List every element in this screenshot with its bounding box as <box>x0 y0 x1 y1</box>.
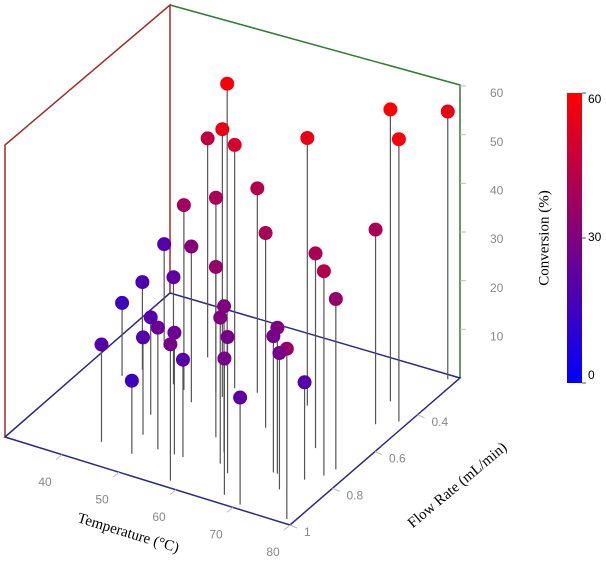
point <box>150 320 165 335</box>
point <box>213 310 228 325</box>
colorbar-title: Conversion (%) <box>536 190 552 285</box>
point <box>166 270 181 285</box>
point <box>258 226 273 241</box>
y-tick-label: 1 <box>304 525 311 539</box>
point <box>220 330 235 345</box>
x-tick-label: 60 <box>152 510 166 524</box>
y-tick <box>332 487 340 492</box>
point <box>297 375 312 390</box>
z-tick-label: 20 <box>490 281 504 295</box>
point <box>135 275 150 290</box>
point <box>220 76 235 91</box>
point <box>233 390 248 405</box>
point <box>157 237 172 252</box>
y-tick-label: 0.4 <box>432 415 449 429</box>
x-tick-label: 80 <box>266 545 280 559</box>
point <box>184 239 199 254</box>
point <box>175 352 190 367</box>
point <box>208 259 223 274</box>
colorbar <box>567 93 582 383</box>
point <box>167 325 182 340</box>
z-tick-label: 50 <box>490 135 504 149</box>
point <box>328 291 343 306</box>
x-tick <box>112 471 120 478</box>
point <box>124 373 139 388</box>
left-wall <box>4 3 171 437</box>
point <box>272 346 287 361</box>
point <box>217 351 232 366</box>
x-tick-label: 40 <box>38 475 52 489</box>
y-tick <box>289 524 298 529</box>
x-tick-label: 50 <box>95 492 109 506</box>
y-tick <box>374 451 383 455</box>
z-tick-label: 30 <box>490 232 504 246</box>
point <box>217 299 232 314</box>
floor <box>3 292 462 526</box>
x-tick <box>226 507 234 513</box>
point <box>391 132 406 147</box>
point <box>208 190 223 205</box>
point <box>227 137 242 152</box>
point <box>136 330 150 345</box>
x-tick <box>55 454 63 460</box>
point <box>215 122 230 137</box>
z-tick-label: 60 <box>490 86 504 100</box>
colorbar-tick-label: 60 <box>588 92 602 106</box>
point <box>383 102 398 117</box>
point <box>200 131 215 146</box>
y-tick-label: 0.6 <box>389 452 406 466</box>
y-tick-label: 0.8 <box>347 488 364 502</box>
z-tick-label: 40 <box>490 184 504 198</box>
point <box>266 329 281 344</box>
y-tick <box>417 414 425 419</box>
x-tick <box>283 524 291 531</box>
z-tick-label: 10 <box>490 330 504 344</box>
point <box>368 222 383 237</box>
point <box>316 264 331 279</box>
points <box>94 76 455 520</box>
x-tick-label: 70 <box>209 528 223 542</box>
point <box>176 198 191 213</box>
point <box>308 246 323 261</box>
point <box>94 337 109 352</box>
x-tick <box>169 489 177 496</box>
point <box>440 104 455 119</box>
point <box>300 131 315 146</box>
y-axis-title: Flow Rate (mL/min) <box>405 440 510 532</box>
point <box>250 181 265 196</box>
colorbar-tick-label: 30 <box>588 230 602 244</box>
point <box>115 295 130 310</box>
point <box>143 310 158 325</box>
colorbar-tick-label: 0 <box>588 368 595 382</box>
point <box>163 337 178 352</box>
